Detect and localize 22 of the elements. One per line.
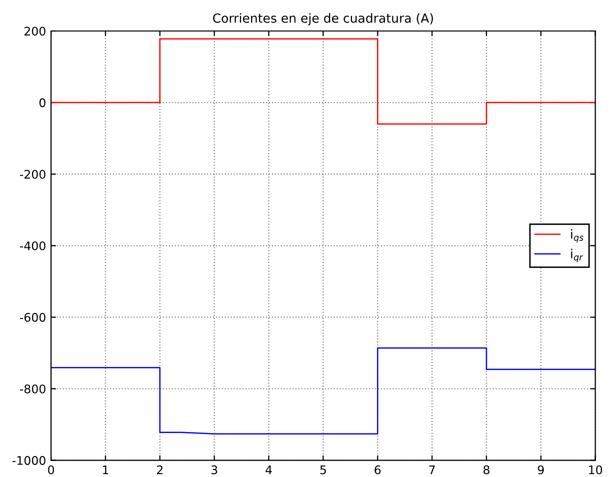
legend-label: i$_{qs}$ — [571, 229, 584, 243]
x-tick-label: 1 — [103, 466, 108, 474]
x-tick-label: 0 — [48, 465, 54, 474]
x-tick-label: 10 — [589, 465, 602, 474]
x-tick-label: 4 — [266, 466, 272, 474]
y-tick-label: -800 — [20, 384, 46, 394]
chart-title: Corrientes en eje de cuadratura (A) — [213, 13, 433, 26]
x-tick-label: 8 — [484, 465, 490, 474]
legend-label: i$_{qr}$ — [571, 248, 584, 262]
y-tick-label: 200 — [24, 26, 46, 36]
line-series — [51, 347, 596, 434]
y-tick-label: -400 — [20, 241, 46, 250]
y-tick-label: -1000 — [12, 456, 46, 465]
x-tick-label: 7 — [429, 466, 435, 474]
y-tick-label: -200 — [20, 170, 46, 179]
x-tick-label: 5 — [320, 466, 326, 474]
x-tick-label: 2 — [157, 465, 162, 474]
y-tick-label: 0 — [39, 98, 46, 108]
y-tick-label: -600 — [20, 312, 46, 322]
x-tick-label: 6 — [374, 465, 381, 474]
x-tick-label: 3 — [211, 465, 218, 474]
x-tick-label: 9 — [538, 465, 544, 474]
